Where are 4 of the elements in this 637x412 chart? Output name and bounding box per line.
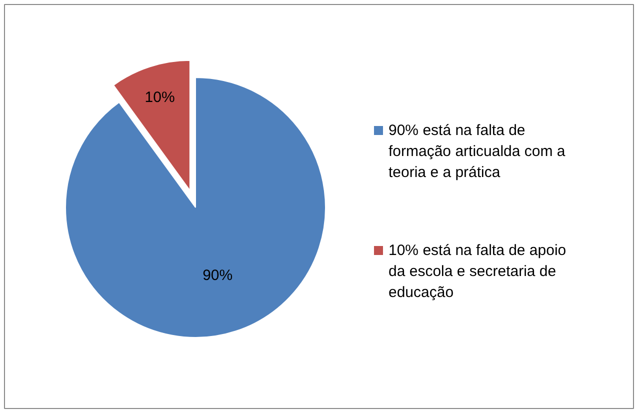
data-label: 90% <box>202 267 233 284</box>
legend-label: 90% está na falta de formação articualda com a teoria e a prática <box>388 122 566 181</box>
legend-label: 10% está na falta de apoio da escola e secretaria de educação <box>388 242 566 301</box>
data-label: 10% <box>144 89 175 106</box>
